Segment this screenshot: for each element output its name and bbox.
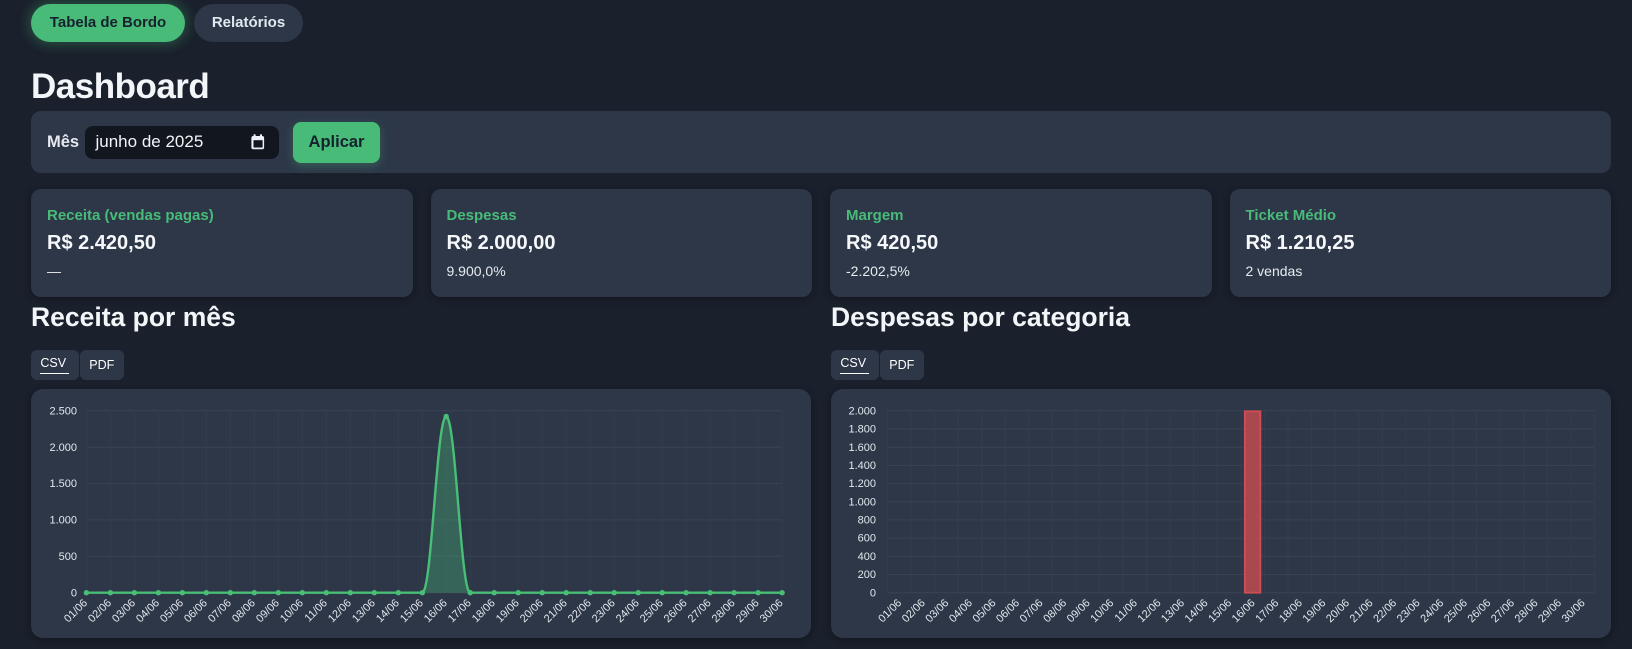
svg-text:24/06: 24/06 xyxy=(1418,597,1446,625)
svg-text:22/06: 22/06 xyxy=(1371,597,1399,625)
svg-text:26/06: 26/06 xyxy=(662,597,690,625)
svg-text:17/06: 17/06 xyxy=(446,597,474,625)
svg-text:1.000: 1.000 xyxy=(848,496,876,508)
svg-text:28/06: 28/06 xyxy=(710,597,738,625)
svg-text:29/06: 29/06 xyxy=(1536,597,1564,625)
svg-text:05/06: 05/06 xyxy=(971,597,999,625)
svg-text:12/06: 12/06 xyxy=(326,597,354,625)
svg-text:23/06: 23/06 xyxy=(590,597,618,625)
svg-text:30/06: 30/06 xyxy=(1560,597,1588,625)
svg-text:09/06: 09/06 xyxy=(254,597,282,625)
svg-text:07/06: 07/06 xyxy=(1018,597,1046,625)
svg-text:23/06: 23/06 xyxy=(1395,597,1423,625)
svg-text:26/06: 26/06 xyxy=(1465,597,1493,625)
svg-text:06/06: 06/06 xyxy=(182,597,210,625)
svg-text:09/06: 09/06 xyxy=(1065,597,1093,625)
svg-text:05/06: 05/06 xyxy=(158,597,186,625)
svg-text:2.000: 2.000 xyxy=(848,405,876,417)
svg-text:14/06: 14/06 xyxy=(1183,597,1211,625)
svg-text:0: 0 xyxy=(71,587,77,599)
svg-text:07/06: 07/06 xyxy=(206,597,234,625)
svg-text:18/06: 18/06 xyxy=(1277,597,1305,625)
svg-text:19/06: 19/06 xyxy=(494,597,522,625)
svg-text:19/06: 19/06 xyxy=(1300,597,1328,625)
svg-text:400: 400 xyxy=(858,551,876,563)
svg-text:06/06: 06/06 xyxy=(994,597,1022,625)
svg-text:16/06: 16/06 xyxy=(1230,597,1258,625)
svg-text:08/06: 08/06 xyxy=(230,597,258,625)
svg-text:21/06: 21/06 xyxy=(542,597,570,625)
svg-text:28/06: 28/06 xyxy=(1513,597,1541,625)
svg-text:800: 800 xyxy=(858,515,876,527)
svg-text:14/06: 14/06 xyxy=(374,597,402,625)
svg-text:200: 200 xyxy=(858,569,876,581)
svg-text:2.500: 2.500 xyxy=(49,405,77,417)
svg-text:08/06: 08/06 xyxy=(1041,597,1069,625)
svg-text:27/06: 27/06 xyxy=(1489,597,1517,625)
svg-text:13/06: 13/06 xyxy=(1159,597,1187,625)
svg-text:04/06: 04/06 xyxy=(947,597,975,625)
svg-text:2.000: 2.000 xyxy=(49,442,77,454)
svg-text:11/06: 11/06 xyxy=(303,597,330,624)
svg-text:21/06: 21/06 xyxy=(1348,597,1376,625)
svg-text:11/06: 11/06 xyxy=(1113,597,1140,624)
svg-text:02/06: 02/06 xyxy=(900,597,928,625)
svg-text:1.500: 1.500 xyxy=(49,478,77,490)
svg-text:600: 600 xyxy=(858,533,876,545)
svg-text:15/06: 15/06 xyxy=(1206,597,1234,625)
svg-text:18/06: 18/06 xyxy=(470,597,498,625)
svg-text:20/06: 20/06 xyxy=(1324,597,1352,625)
svg-text:20/06: 20/06 xyxy=(518,597,546,625)
svg-text:1.600: 1.600 xyxy=(848,442,876,454)
svg-text:10/06: 10/06 xyxy=(1088,597,1116,625)
svg-text:25/06: 25/06 xyxy=(638,597,666,625)
svg-text:04/06: 04/06 xyxy=(134,597,162,625)
svg-text:03/06: 03/06 xyxy=(110,597,138,625)
svg-text:1.000: 1.000 xyxy=(49,515,77,527)
svg-text:1.400: 1.400 xyxy=(848,460,876,472)
svg-text:27/06: 27/06 xyxy=(686,597,714,625)
svg-text:01/06: 01/06 xyxy=(876,597,904,625)
svg-text:12/06: 12/06 xyxy=(1136,597,1164,625)
svg-text:02/06: 02/06 xyxy=(86,597,114,625)
svg-text:22/06: 22/06 xyxy=(566,597,594,625)
svg-text:17/06: 17/06 xyxy=(1253,597,1281,625)
svg-text:25/06: 25/06 xyxy=(1442,597,1470,625)
svg-text:13/06: 13/06 xyxy=(350,597,378,625)
svg-text:10/06: 10/06 xyxy=(278,597,306,625)
svg-text:29/06: 29/06 xyxy=(734,597,762,625)
svg-text:16/06: 16/06 xyxy=(422,597,450,625)
svg-text:500: 500 xyxy=(59,551,77,563)
svg-text:0: 0 xyxy=(870,587,876,599)
svg-text:24/06: 24/06 xyxy=(614,597,642,625)
svg-text:30/06: 30/06 xyxy=(758,597,786,625)
svg-text:01/06: 01/06 xyxy=(62,597,90,625)
svg-text:1.200: 1.200 xyxy=(848,478,876,490)
svg-text:1.800: 1.800 xyxy=(848,424,876,436)
svg-text:15/06: 15/06 xyxy=(398,597,426,625)
svg-text:03/06: 03/06 xyxy=(923,597,951,625)
